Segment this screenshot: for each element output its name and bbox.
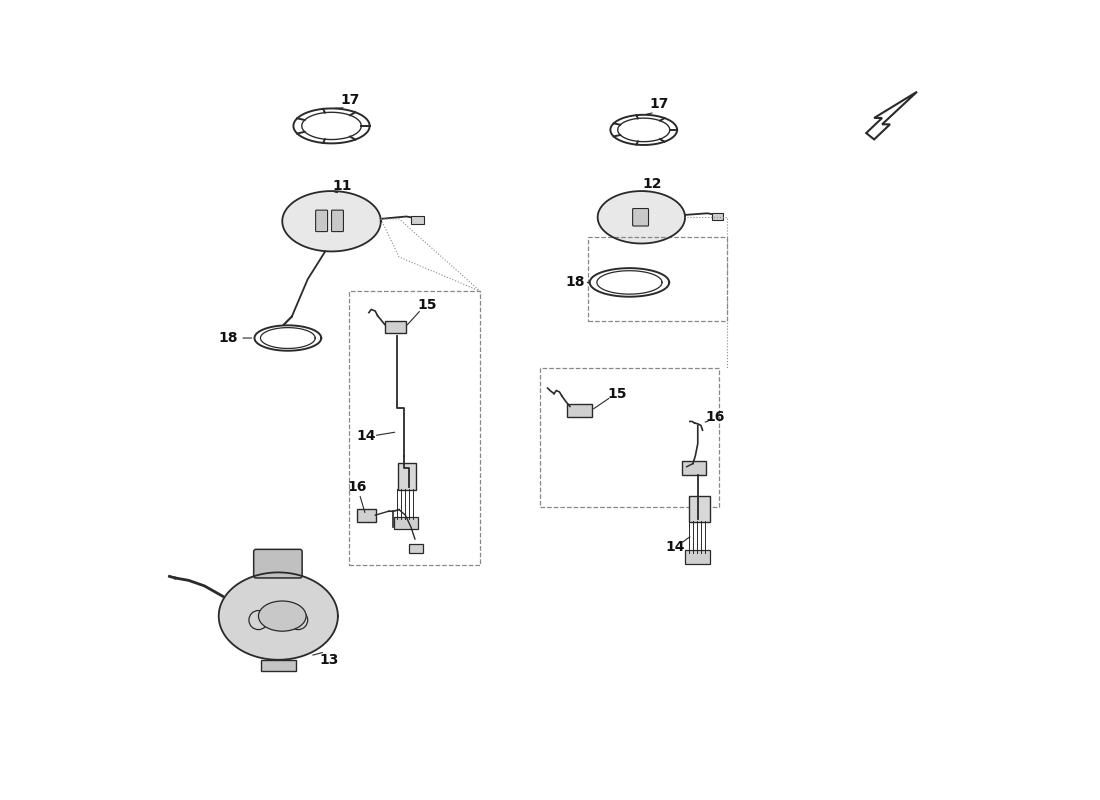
FancyBboxPatch shape bbox=[385, 321, 406, 334]
FancyBboxPatch shape bbox=[408, 544, 422, 554]
FancyBboxPatch shape bbox=[566, 404, 592, 417]
FancyBboxPatch shape bbox=[331, 210, 343, 231]
Text: 16: 16 bbox=[348, 480, 366, 494]
FancyBboxPatch shape bbox=[398, 462, 416, 490]
FancyBboxPatch shape bbox=[632, 209, 649, 226]
FancyBboxPatch shape bbox=[254, 550, 303, 578]
FancyBboxPatch shape bbox=[411, 216, 424, 224]
Polygon shape bbox=[219, 572, 338, 660]
Text: 14: 14 bbox=[356, 429, 375, 442]
FancyBboxPatch shape bbox=[394, 517, 418, 530]
FancyBboxPatch shape bbox=[685, 550, 711, 564]
Text: 17: 17 bbox=[649, 98, 669, 111]
Polygon shape bbox=[597, 191, 685, 243]
FancyBboxPatch shape bbox=[316, 210, 328, 231]
Polygon shape bbox=[283, 191, 381, 251]
Text: 14: 14 bbox=[666, 540, 685, 554]
Ellipse shape bbox=[258, 601, 306, 631]
FancyBboxPatch shape bbox=[358, 509, 376, 522]
Text: 18: 18 bbox=[219, 331, 238, 345]
FancyBboxPatch shape bbox=[261, 660, 296, 671]
Text: 17: 17 bbox=[340, 93, 360, 106]
Text: 15: 15 bbox=[608, 386, 627, 401]
Text: 16: 16 bbox=[705, 410, 725, 425]
Text: 18: 18 bbox=[565, 275, 585, 290]
Text: 11: 11 bbox=[332, 178, 352, 193]
FancyBboxPatch shape bbox=[682, 461, 706, 475]
FancyBboxPatch shape bbox=[689, 496, 711, 522]
Polygon shape bbox=[866, 92, 917, 139]
Text: 12: 12 bbox=[642, 177, 661, 191]
Text: 15: 15 bbox=[417, 298, 437, 312]
FancyBboxPatch shape bbox=[712, 213, 723, 220]
Text: 13: 13 bbox=[319, 653, 339, 666]
